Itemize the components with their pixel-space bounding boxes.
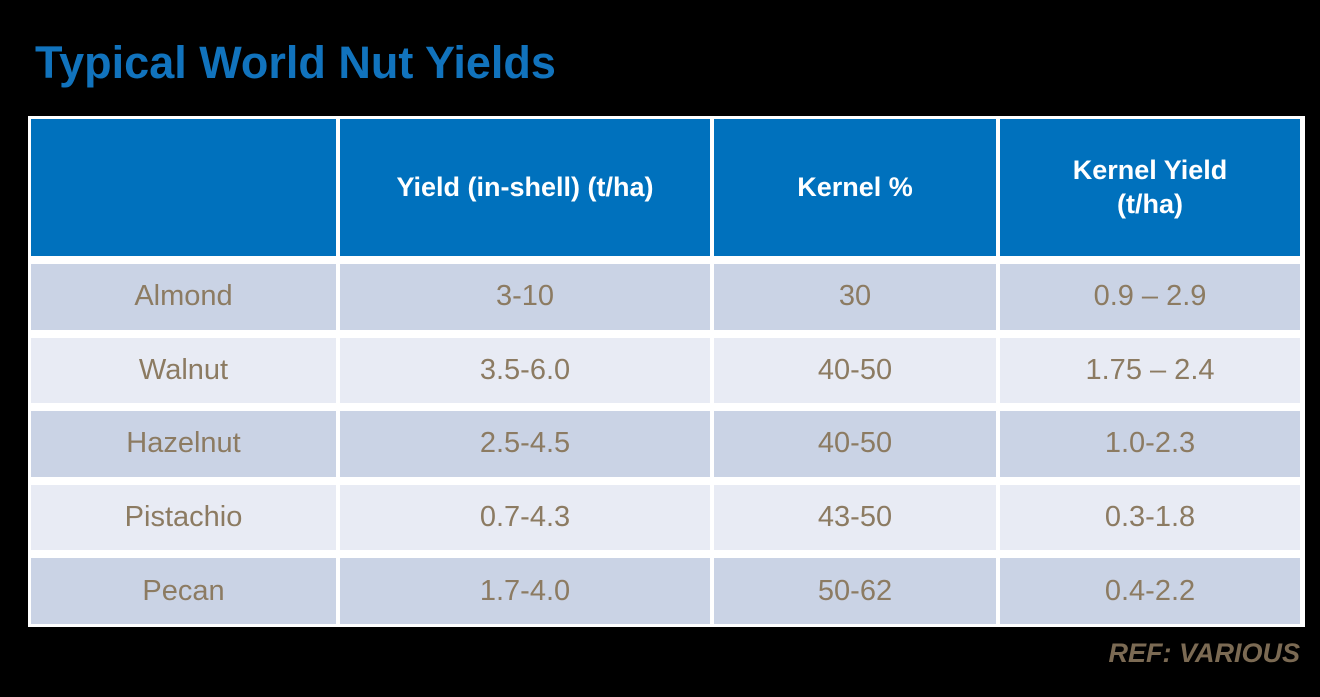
cell-kernel-pct: 40-50 [714, 411, 996, 477]
nut-yields-table: Yield (in-shell) (t/ha) Kernel % Kernel … [28, 116, 1305, 627]
cell-yield-inshell: 1.7-4.0 [340, 558, 710, 624]
header-label: Kernel % [797, 171, 913, 202]
header-cell-kernel-pct: Kernel % [714, 119, 996, 256]
cell-nut-name: Almond [31, 264, 336, 330]
header-cell-blank [31, 119, 336, 256]
header-cell-yield-in-shell: Yield (in-shell) (t/ha) [340, 119, 710, 256]
cell-yield-inshell: 3-10 [340, 264, 710, 330]
cell-yield-inshell: 0.7-4.3 [340, 484, 710, 551]
cell-nut-name: Walnut [31, 337, 336, 404]
cell-kernel-pct: 50-62 [714, 558, 996, 624]
cell-nut-name: Pistachio [31, 484, 336, 551]
cell-kernel-pct: 43-50 [714, 484, 996, 551]
cell-kernel-yield: 1.75 – 2.4 [1000, 337, 1300, 404]
cell-kernel-pct: 30 [714, 264, 996, 330]
cell-kernel-yield: 1.0-2.3 [1000, 411, 1300, 477]
cell-kernel-pct: 40-50 [714, 337, 996, 404]
cell-kernel-yield: 0.3-1.8 [1000, 484, 1300, 551]
page-title: Typical World Nut Yields [35, 37, 556, 88]
reference-note: REF: VARIOUS [1108, 638, 1300, 668]
cell-kernel-yield: 0.4-2.2 [1000, 558, 1300, 624]
cell-nut-name: Hazelnut [31, 411, 336, 477]
cell-nut-name: Pecan [31, 558, 336, 624]
header-label: Kernel Yield (t/ha) [1072, 154, 1228, 219]
header-cell-kernel-yield: Kernel Yield (t/ha) [1000, 119, 1300, 256]
cell-kernel-yield: 0.9 – 2.9 [1000, 264, 1300, 330]
header-label: Yield (in-shell) (t/ha) [396, 171, 654, 202]
cell-yield-inshell: 2.5-4.5 [340, 411, 710, 477]
cell-yield-inshell: 3.5-6.0 [340, 337, 710, 404]
